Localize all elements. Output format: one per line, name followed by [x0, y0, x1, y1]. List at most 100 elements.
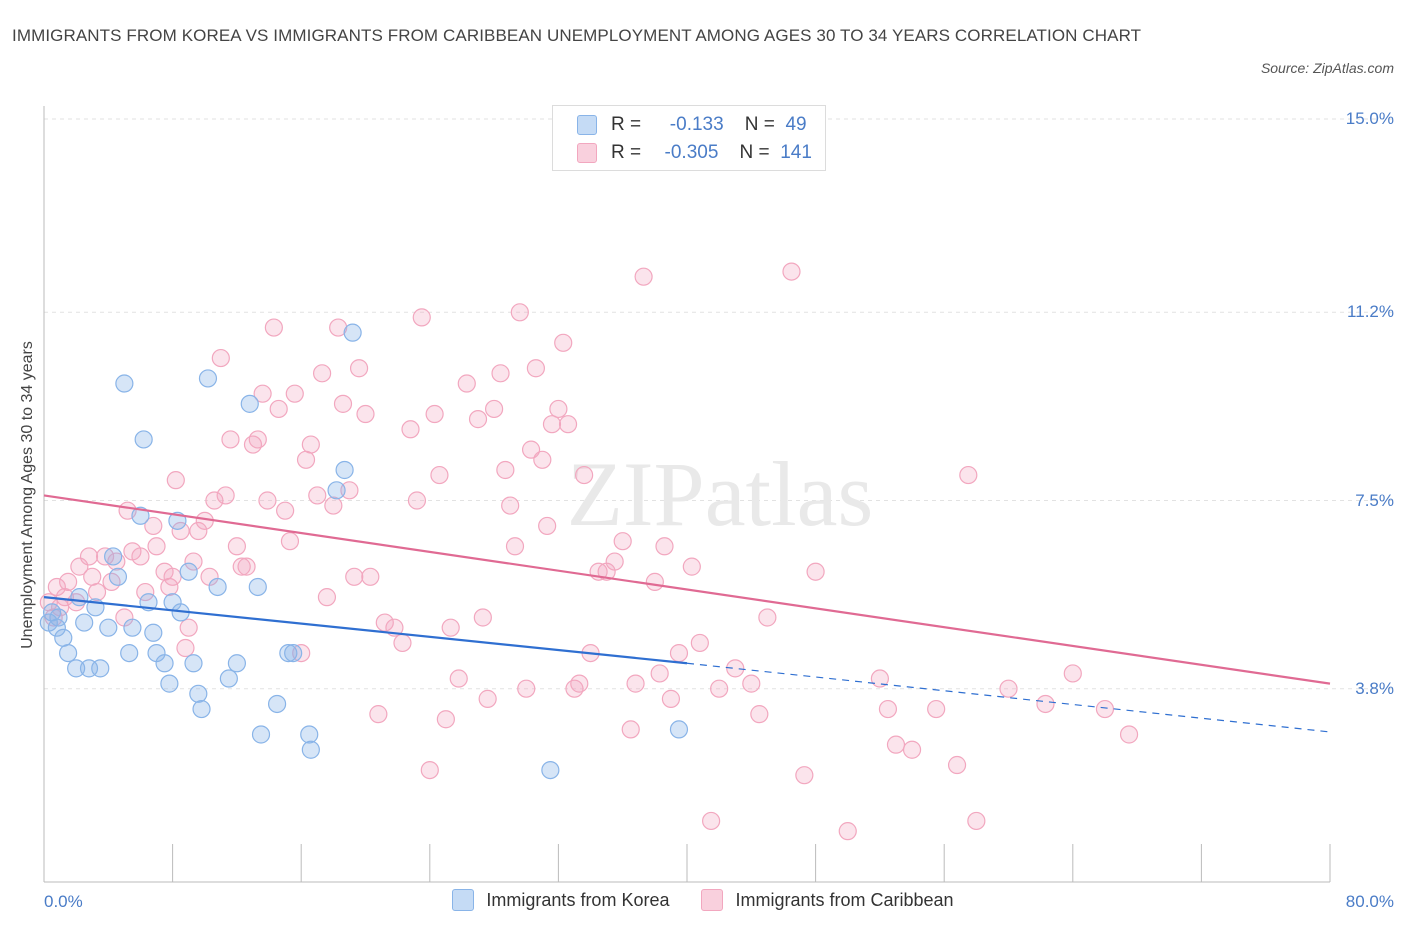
caribbean-point: [144, 516, 163, 536]
chart-source: Source: ZipAtlas.com: [1260, 60, 1394, 76]
caribbean-point: [886, 735, 906, 754]
r-label: R =: [611, 114, 642, 135]
caribbean-point: [626, 674, 645, 693]
caribbean-point: [1119, 725, 1139, 744]
caribbean-point: [621, 720, 640, 739]
korea-point: [208, 577, 227, 597]
caribbean-point: [329, 318, 348, 337]
legend-swatch-korea: [577, 115, 597, 135]
caribbean-point: [237, 557, 256, 576]
korea-point: [179, 562, 198, 581]
caribbean-point: [412, 308, 431, 327]
caribbean-point: [538, 516, 557, 536]
y-tick-label: 3.8%: [1355, 678, 1394, 698]
korea-point: [131, 506, 150, 525]
caribbean-point: [55, 588, 74, 607]
caribbean-point: [312, 364, 332, 383]
legend-row-korea: R = -0.133 N = 49: [577, 110, 807, 140]
stats-legend: R = -0.133 N = 49 R = -0.305 N = 141: [552, 105, 826, 171]
korea-point: [301, 740, 320, 759]
caribbean-point: [501, 496, 520, 515]
caribbean-point: [184, 552, 203, 571]
korea-point: [184, 654, 203, 673]
korea-point: [54, 628, 73, 647]
caribbean-point: [107, 552, 126, 571]
caribbean-point: [1036, 694, 1055, 714]
korea-point: [335, 460, 354, 480]
korea-trend-extension: [686, 662, 1331, 733]
korea-point: [267, 694, 287, 714]
korea-point: [160, 674, 179, 693]
korea-trend-line: [43, 596, 688, 665]
r-label: R =: [611, 142, 642, 163]
korea-point: [67, 659, 86, 678]
legend-item-korea[interactable]: Immigrants from Korea: [452, 889, 669, 911]
caribbean-point: [1095, 699, 1115, 719]
series-legend: Immigrants from Korea Immigrants from Ca…: [0, 889, 1406, 911]
n-value-caribbean: 141: [780, 142, 812, 163]
trend-lines: [43, 494, 1331, 733]
caribbean-point: [87, 582, 107, 602]
korea-point: [115, 374, 134, 393]
chart-title: IMMIGRANTS FROM KOREA VS IMMIGRANTS FROM…: [12, 26, 1142, 45]
korea-point: [108, 567, 128, 586]
legend-item-caribbean[interactable]: Immigrants from Caribbean: [701, 889, 954, 911]
korea-point: [240, 394, 259, 413]
caribbean-point: [650, 664, 669, 683]
caribbean-point: [870, 669, 890, 688]
korea-point: [123, 618, 142, 637]
korea-point: [144, 623, 163, 642]
korea-point: [75, 613, 94, 632]
caribbean-point: [959, 465, 978, 485]
caribbean-point: [496, 460, 515, 480]
caribbean-point: [221, 430, 240, 449]
caribbean-point: [176, 638, 195, 658]
caribbean-point: [690, 633, 709, 653]
r-value-korea: -0.133: [669, 114, 724, 135]
caribbean-point: [549, 399, 568, 419]
caribbean-point: [878, 699, 898, 719]
caribbean-point: [1063, 664, 1082, 683]
caribbean-point: [838, 822, 857, 841]
legend-marker-caribbean: [701, 889, 724, 911]
korea-point: [541, 760, 560, 780]
korea-point: [219, 669, 238, 688]
caribbean-point: [401, 420, 420, 439]
n-label: N =: [744, 114, 775, 135]
caribbean-point: [542, 415, 562, 434]
caribbean-point: [258, 491, 277, 510]
y-tick-label: 7.5%: [1355, 490, 1394, 510]
caribbean-point: [211, 348, 230, 368]
legend-row-caribbean: R = -0.305 N = 141: [577, 138, 812, 168]
korea-point: [189, 684, 208, 703]
caribbean-point: [902, 740, 922, 759]
korea-point: [327, 481, 346, 500]
caribbean-point: [407, 491, 427, 510]
caribbean-point: [163, 567, 182, 586]
caribbean-point: [308, 486, 327, 505]
caribbean-point: [661, 689, 681, 708]
caribbean-point: [710, 679, 729, 698]
korea-point: [284, 643, 303, 663]
caribbean-point: [296, 450, 316, 469]
caribbean-point: [806, 562, 825, 581]
caribbean-point: [333, 394, 353, 413]
caribbean-point: [393, 633, 412, 653]
caribbean-point: [669, 643, 689, 663]
caribbean-point: [243, 435, 263, 454]
watermark: ZIPatlas: [567, 443, 874, 545]
caribbean-point: [742, 674, 761, 693]
korea-point: [669, 720, 689, 739]
caribbean-point: [356, 404, 375, 424]
caribbean-point: [565, 679, 584, 698]
caribbean-trend-line: [43, 494, 1331, 685]
caribbean-point: [301, 435, 320, 454]
caribbean-point: [558, 415, 578, 434]
legend-label-korea: Immigrants from Korea: [486, 889, 670, 910]
caribbean-point: [276, 501, 295, 520]
caribbean-point: [248, 430, 267, 449]
caribbean-point: [758, 608, 777, 627]
caribbean-point: [369, 705, 388, 724]
caribbean-point: [485, 399, 504, 419]
caribbean-point: [79, 547, 99, 566]
